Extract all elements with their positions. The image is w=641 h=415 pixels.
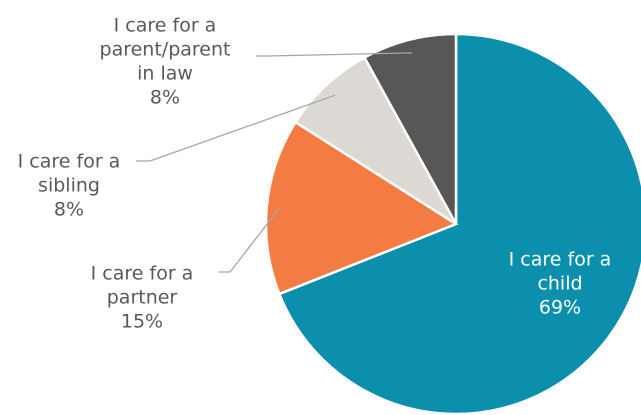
percent-label: 69%: [539, 297, 581, 319]
pie-slice-i-care-for-a-partner: [264, 120, 459, 296]
percent-label: 8%: [150, 87, 180, 109]
category-label: parent/parent: [100, 39, 231, 61]
leader-line-i-care-for-a-parent-parent-in-law: [256, 52, 413, 57]
percent-label: 15%: [121, 311, 163, 333]
leader-line-i-care-for-a-partner: [218, 206, 281, 273]
category-label: I care for a: [114, 15, 217, 37]
category-label: sibling: [38, 175, 100, 197]
category-label: in law: [137, 63, 193, 85]
category-label: I care for a: [509, 249, 612, 271]
category-label: child: [537, 273, 582, 295]
pie-slice-i-care-for-a-child: [277, 32, 641, 415]
percent-label: 8%: [54, 199, 84, 221]
pie-slice-i-care-for-a-sibling: [293, 55, 458, 226]
category-label: partner: [107, 287, 178, 309]
leader-lines-layer: [136, 52, 413, 273]
category-label: I care for a: [91, 263, 194, 285]
leader-line-i-care-for-a-sibling: [136, 94, 336, 162]
pie-slice-i-care-for-a-parent-parent-in-law: [362, 32, 458, 225]
slices-layer: [264, 32, 641, 415]
category-label: I care for a: [18, 151, 121, 173]
